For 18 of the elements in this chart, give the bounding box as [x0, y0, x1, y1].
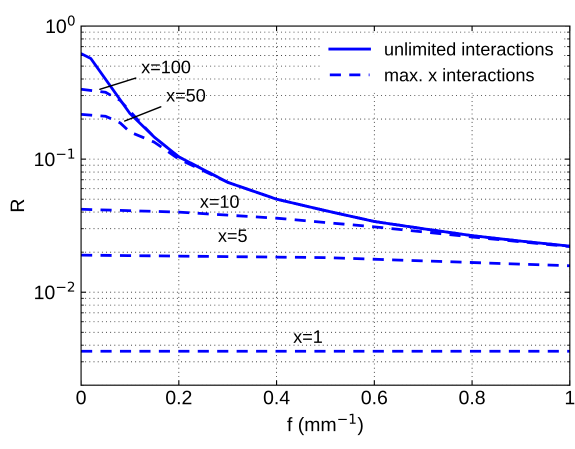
annotation: x=50 — [166, 88, 206, 102]
x-tick-label: 1 — [566, 390, 574, 404]
y-tick-label: 10$^{−2}$ — [35, 282, 74, 300]
annotation: x=1 — [293, 330, 322, 343]
y-tick-label: 10$^{0}$ — [46, 15, 75, 34]
y-axis-title: R — [10, 200, 24, 212]
y-tick-label: 10$^{−1}$ — [35, 148, 74, 166]
x-tick-label: 0.2 — [166, 390, 192, 404]
annotation: x=5 — [218, 230, 247, 242]
x-tick-label: 0 — [76, 390, 86, 404]
annotation: x=100 — [141, 60, 190, 74]
x-tick-label: 0.4 — [264, 390, 290, 404]
legend-label: max. x interactions — [385, 68, 534, 82]
x-axis-title: f (mm$^{−1}$) — [287, 414, 363, 436]
legend-label: unlimited interactions — [385, 42, 553, 56]
x-tick-label: 0.8 — [459, 390, 485, 404]
x-tick-label: 0.6 — [362, 390, 387, 404]
annotation: x=10 — [200, 195, 239, 208]
